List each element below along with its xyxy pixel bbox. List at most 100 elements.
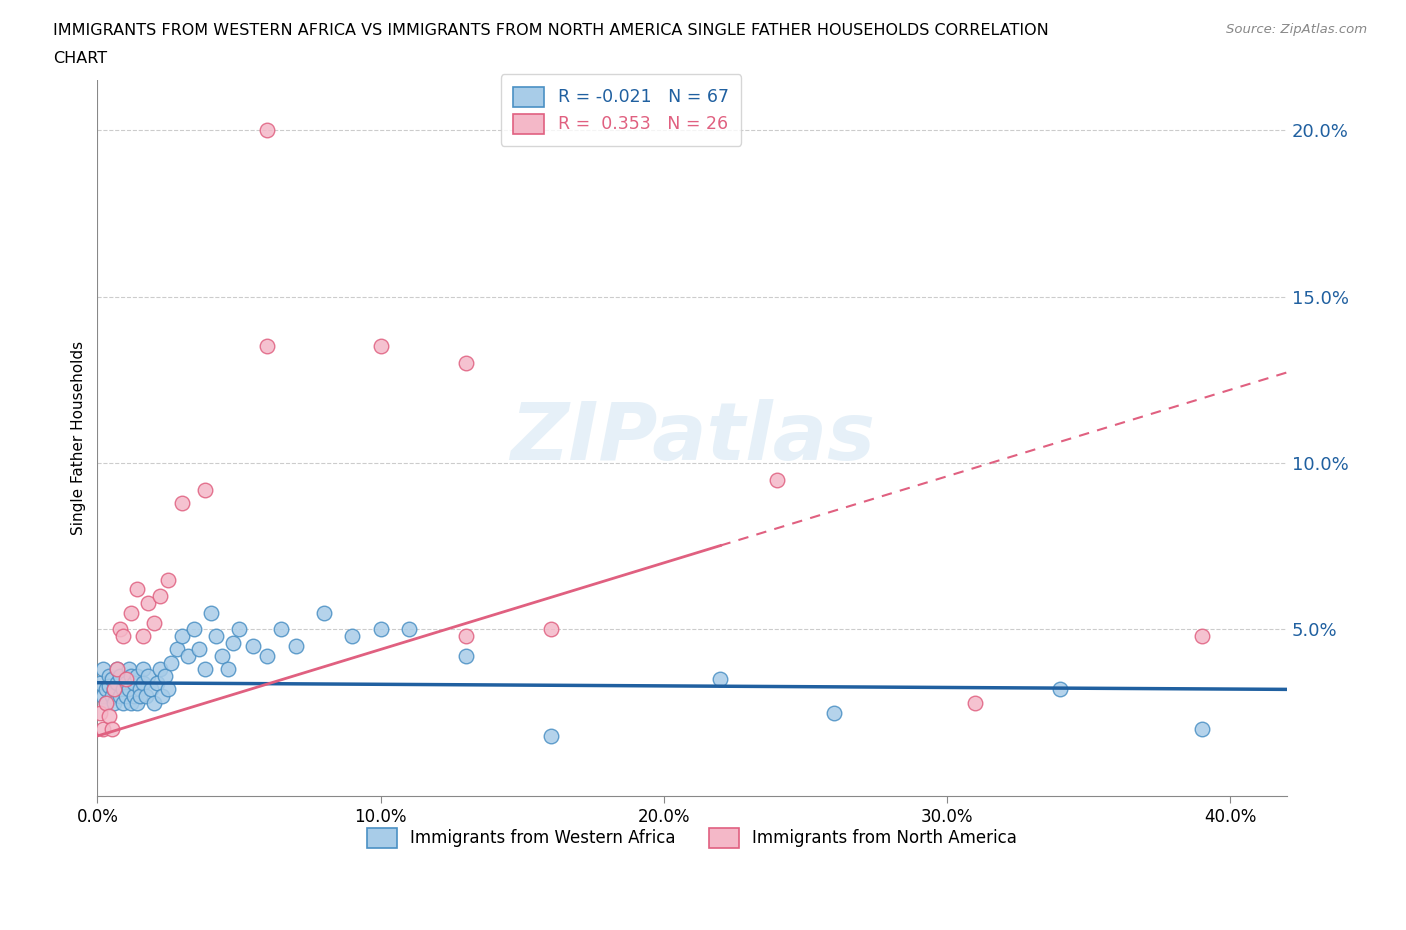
Point [540,728,562,743]
Point [205,629,228,644]
Point [111,682,134,697]
Point [120,696,142,711]
Point [108,622,131,637]
Point [211,648,233,663]
Point [222,635,245,650]
Point [128,688,150,703]
Point [97,709,120,724]
Point [242,639,264,654]
Point [94,696,117,711]
Text: Source: ZipAtlas.com: Source: ZipAtlas.com [1226,23,1367,36]
Point [114,675,136,690]
Point [965,696,987,711]
Point [114,672,136,687]
Point [1191,629,1213,644]
Point [709,672,731,687]
Point [312,605,335,620]
Point [166,642,188,657]
Point [105,662,128,677]
Legend: Immigrants from Western Africa, Immigrants from North America: Immigrants from Western Africa, Immigran… [356,817,1029,859]
Point [125,696,148,711]
Point [217,662,239,677]
Point [454,629,477,644]
Point [89,705,111,720]
Point [188,642,211,657]
Point [256,339,278,354]
Point [256,123,278,138]
Point [200,605,222,620]
Point [138,669,160,684]
Point [172,629,194,644]
Point [284,639,307,654]
Point [143,696,166,711]
Point [120,669,142,684]
Point [117,662,139,677]
Point [114,688,136,703]
Point [91,662,114,677]
Point [131,675,153,690]
Point [194,662,217,677]
Point [194,482,217,497]
Point [540,622,562,637]
Point [183,622,205,637]
Point [823,705,845,720]
Point [128,682,150,697]
Point [89,675,111,690]
Point [138,595,160,610]
Point [91,722,114,737]
Point [117,682,139,697]
Y-axis label: Single Father Households: Single Father Households [72,341,86,535]
Point [131,662,153,677]
Point [172,496,194,511]
Point [134,688,156,703]
Point [100,672,122,687]
Point [228,622,250,637]
Point [146,675,169,690]
Point [152,688,174,703]
Point [155,669,177,684]
Point [97,669,120,684]
Point [100,722,122,737]
Point [270,622,292,637]
Point [256,648,278,663]
Point [766,472,789,487]
Point [91,688,114,703]
Point [122,688,145,703]
Point [141,682,163,697]
Point [103,682,125,697]
Point [125,669,148,684]
Point [149,589,172,604]
Point [111,629,134,644]
Text: CHART: CHART [53,51,107,66]
Point [177,648,200,663]
Point [1049,682,1071,697]
Point [342,629,364,644]
Text: IMMIGRANTS FROM WESTERN AFRICA VS IMMIGRANTS FROM NORTH AMERICA SINGLE FATHER HO: IMMIGRANTS FROM WESTERN AFRICA VS IMMIGR… [53,23,1049,38]
Point [398,622,420,637]
Point [157,682,180,697]
Point [143,616,166,631]
Point [105,675,128,690]
Point [94,696,117,711]
Point [111,696,134,711]
Point [103,696,125,711]
Point [108,669,131,684]
Point [149,662,172,677]
Point [100,688,122,703]
Point [108,688,131,703]
Point [157,572,180,587]
Point [103,682,125,697]
Point [120,605,142,620]
Point [94,682,117,697]
Point [454,355,477,370]
Point [131,629,153,644]
Point [160,656,183,671]
Point [97,679,120,694]
Text: ZIPatlas: ZIPatlas [509,399,875,477]
Point [454,648,477,663]
Point [370,339,392,354]
Point [122,675,145,690]
Point [125,582,148,597]
Point [370,622,392,637]
Point [1191,722,1213,737]
